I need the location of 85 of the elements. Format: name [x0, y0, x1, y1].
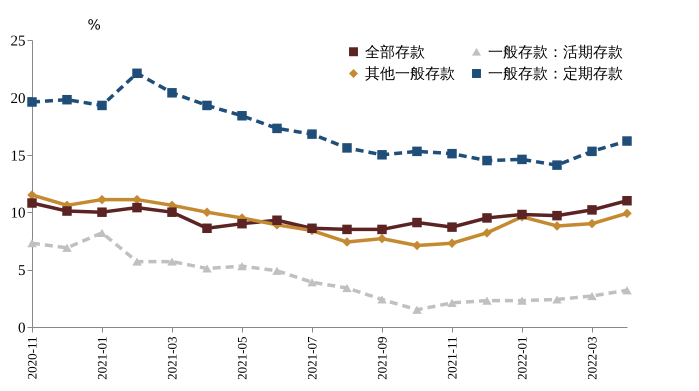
point: [272, 215, 282, 225]
point: [377, 295, 387, 304]
point: [97, 194, 107, 204]
point: [237, 262, 247, 270]
x-tick-label: 2020-11: [24, 336, 40, 380]
point: [447, 148, 457, 158]
point: [342, 284, 352, 292]
point: [412, 218, 422, 228]
point: [552, 221, 562, 231]
point: [27, 190, 37, 200]
point: [167, 207, 177, 217]
point: [587, 292, 597, 300]
point: [377, 234, 387, 244]
point: [482, 156, 492, 166]
point: [342, 224, 352, 234]
point: [62, 244, 72, 252]
point: [447, 238, 457, 248]
y-axis-title: %: [88, 18, 101, 34]
point: [132, 257, 142, 266]
point: [132, 202, 142, 212]
legend-label: 其他一般存款: [365, 64, 455, 82]
point: [377, 150, 387, 160]
point: [97, 100, 107, 110]
point: [552, 160, 562, 170]
point: [447, 298, 457, 307]
point: [132, 68, 142, 78]
point: [202, 224, 212, 234]
point: [62, 206, 72, 216]
x-tick-label: 2021-01: [94, 336, 110, 380]
point: [342, 143, 352, 153]
point: [132, 194, 142, 204]
point: [482, 213, 492, 223]
point: [622, 196, 632, 206]
point: [517, 154, 527, 164]
legend-label: 一般存款：活期存款: [488, 42, 623, 61]
point: [412, 240, 422, 250]
point: [202, 264, 212, 273]
x-tick-label: 2021-11: [444, 336, 460, 380]
x-tick-label: 2021-09: [374, 336, 390, 380]
point: [237, 111, 247, 121]
point: [622, 136, 632, 146]
point: [587, 146, 597, 156]
point: [307, 278, 317, 286]
point: [272, 266, 282, 275]
point: [622, 286, 632, 294]
point: [27, 198, 37, 208]
x-tick-label: 2021-07: [304, 336, 320, 380]
point: [307, 129, 317, 139]
x-tick-label: 2022-01: [514, 336, 530, 380]
x-tick-label: 2022-03: [584, 336, 600, 380]
point: [97, 228, 107, 237]
y-tick-label: 0: [18, 320, 26, 336]
x-tick-label: 2021-03: [164, 336, 180, 380]
point: [202, 100, 212, 110]
point: [447, 222, 457, 232]
y-tick-label: 5: [18, 263, 26, 280]
y-tick-label: 20: [10, 90, 26, 107]
y-tick-label: 15: [10, 148, 26, 164]
point: [412, 146, 422, 156]
y-tick-label: 10: [10, 206, 26, 222]
point: [622, 208, 632, 218]
point: [482, 296, 492, 305]
point: [272, 124, 282, 134]
point: [482, 228, 492, 238]
point: [377, 224, 387, 234]
point: [552, 295, 562, 304]
point: [587, 218, 597, 228]
point: [167, 257, 177, 266]
point: [342, 237, 352, 247]
point: [412, 306, 422, 314]
legend-label: 一般存款：定期存款: [488, 64, 623, 82]
point: [97, 207, 107, 217]
point: [517, 210, 527, 220]
point: [167, 88, 177, 98]
y-tick-label: 25: [10, 34, 26, 50]
legend-label: 全部存款: [365, 42, 425, 61]
x-tick-label: 2021-05: [234, 336, 250, 380]
point: [27, 97, 37, 107]
point: [517, 296, 527, 305]
point: [237, 218, 247, 228]
point: [27, 239, 37, 248]
point: [62, 94, 72, 104]
point: [587, 205, 597, 215]
point: [202, 207, 212, 217]
point: [552, 210, 562, 220]
